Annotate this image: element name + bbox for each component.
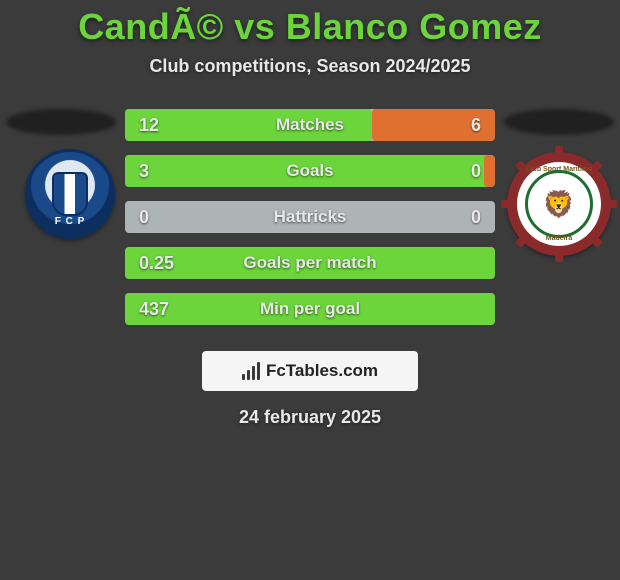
page-title: CandÃ© vs Blanco Gomez	[0, 0, 620, 48]
stat-row: 0Hattricks0	[125, 201, 495, 233]
brand-label: FcTables.com	[266, 361, 378, 381]
stat-label: Goals per match	[125, 253, 495, 273]
team-badge-right: 🦁 Club Sport Maritimo Madeira	[504, 149, 614, 259]
subtitle: Club competitions, Season 2024/2025	[0, 56, 620, 77]
stat-value-right: 6	[471, 115, 495, 136]
team-badge-left	[20, 149, 120, 239]
brand-footer: FcTables.com	[202, 351, 418, 391]
stat-row: 0.25Goals per match	[125, 247, 495, 279]
porto-shield-icon	[52, 172, 88, 216]
stat-label: Goals	[125, 161, 495, 181]
content-area: 🦁 Club Sport Maritimo Madeira 12Matches6…	[0, 109, 620, 428]
shadow-ellipse-right	[504, 109, 614, 135]
maritimo-peg-icon	[555, 246, 563, 262]
stat-value-right: 0	[471, 161, 495, 182]
brand-bars-icon	[242, 362, 260, 380]
footer-date: 24 february 2025	[0, 407, 620, 428]
stat-row: 437Min per goal	[125, 293, 495, 325]
stat-row: 12Matches6	[125, 109, 495, 141]
porto-crest-icon	[25, 149, 115, 239]
maritimo-peg-icon	[601, 200, 617, 208]
maritimo-crest-icon: 🦁 Club Sport Maritimo Madeira	[507, 152, 611, 256]
stat-label: Matches	[125, 115, 495, 135]
maritimo-bottom-text: Madeira	[507, 235, 611, 242]
maritimo-peg-icon	[586, 160, 603, 177]
maritimo-peg-icon	[515, 231, 532, 248]
maritimo-peg-icon	[515, 160, 532, 177]
maritimo-peg-icon	[501, 200, 517, 208]
maritimo-top-text: Club Sport Maritimo	[507, 166, 611, 173]
maritimo-lion-icon: 🦁	[525, 170, 593, 238]
stat-label: Min per goal	[125, 299, 495, 319]
maritimo-peg-icon	[586, 231, 603, 248]
shadow-ellipse-left	[6, 109, 116, 135]
stat-value-right: 0	[471, 207, 495, 228]
comparison-card: CandÃ© vs Blanco Gomez Club competitions…	[0, 0, 620, 580]
stat-label: Hattricks	[125, 207, 495, 227]
stats-list: 12Matches63Goals00Hattricks00.25Goals pe…	[125, 109, 495, 325]
maritimo-peg-icon	[555, 146, 563, 162]
stat-row: 3Goals0	[125, 155, 495, 187]
maritimo-wheel-icon	[507, 152, 611, 256]
